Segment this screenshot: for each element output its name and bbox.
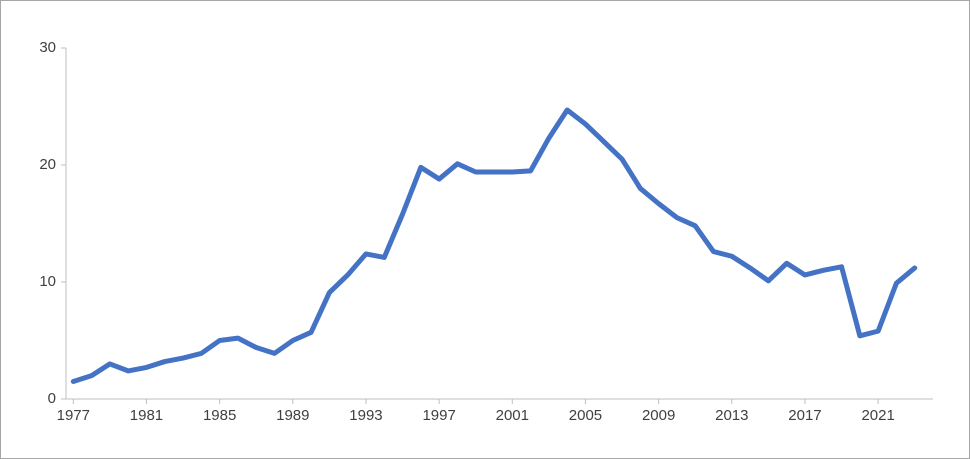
- x-tick-label: 2009: [642, 407, 675, 424]
- x-tick-label: 1997: [422, 407, 455, 424]
- x-tick-label: 1985: [203, 407, 236, 424]
- x-tick-label: 2013: [715, 407, 748, 424]
- x-tick-label: 2021: [861, 407, 894, 424]
- y-tick-label: 20: [39, 156, 56, 173]
- x-tick-label: 2001: [496, 407, 529, 424]
- data-line: [70, 107, 918, 384]
- x-tick-label: 1993: [349, 407, 382, 424]
- y-tick-label: 10: [39, 273, 56, 290]
- x-tick-label: 1989: [276, 407, 309, 424]
- x-tick-label: 2017: [788, 407, 821, 424]
- x-tick-label: 1977: [57, 407, 90, 424]
- y-tick-label: 30: [39, 39, 56, 56]
- x-tick-label: 2005: [569, 407, 602, 424]
- y-tick-label: 0: [48, 390, 56, 407]
- x-tick-label: 1981: [130, 407, 163, 424]
